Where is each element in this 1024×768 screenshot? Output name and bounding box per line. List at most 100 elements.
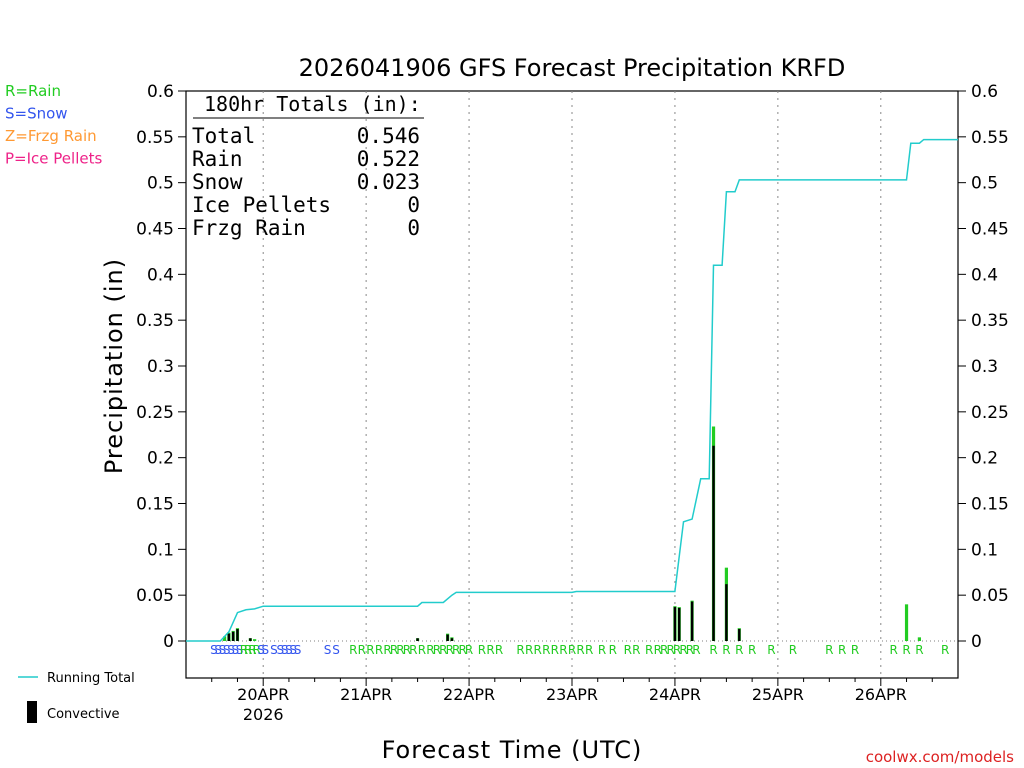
ptype-label: R [568, 643, 576, 657]
credit-link[interactable]: coolwx.com/models [866, 748, 1014, 766]
ptype-label: R [686, 643, 694, 657]
y-tick-label-right: 0.15 [971, 495, 1009, 515]
x-tick-label: 21APR [340, 685, 392, 704]
totals-box: 180hr Totals (in): Total 0.546 Rain 0.522 Sn… [192, 92, 424, 240]
ptype-label: S [257, 643, 265, 657]
convective-bar [416, 638, 419, 641]
ptype-label: S [227, 643, 235, 657]
ptype-label: R [383, 643, 391, 657]
ptype-label: R [244, 643, 252, 657]
precip-bar [904, 604, 909, 641]
convective-bar [673, 607, 677, 641]
y-tick-label-left: 0.05 [136, 586, 174, 606]
ptype-label: R [709, 643, 717, 657]
ptype-label: R [838, 643, 846, 657]
totals-row-value: 0.522 [357, 147, 420, 171]
y-tick-label-left: 0.2 [147, 449, 174, 469]
precip-bar [917, 637, 921, 641]
ptype-label: S [236, 643, 244, 657]
ptype-label: R [673, 643, 681, 657]
ptype-label: R [248, 643, 256, 657]
totals-row-value: 0 [407, 193, 420, 217]
y-tick-label-right: 0.3 [971, 357, 998, 377]
y-tick-label-right: 0.5 [971, 174, 998, 194]
y-tick-label-left: 0.3 [147, 357, 174, 377]
y-tick-label-left: 0.5 [147, 174, 174, 194]
ptype-label: R [624, 643, 632, 657]
ptype-label: R [692, 643, 700, 657]
convective-bar [725, 584, 728, 641]
ptype-label: R [660, 643, 668, 657]
ptype-label: R [409, 643, 417, 657]
precip-type-legend-item: Z=Frzg Rain [5, 127, 97, 145]
ptype-label: R [559, 643, 567, 657]
y-axis-label: Precipitation (in) [100, 258, 128, 474]
ptype-label: S [285, 643, 293, 657]
y-tick-label-left: 0.4 [147, 265, 174, 285]
x-axis-label: Forecast Time (UTC) [382, 736, 643, 764]
y-tick-label-right: 0.1 [971, 540, 998, 560]
y-tick-label-right: 0 [971, 632, 982, 652]
legend-convective-swatch [27, 701, 37, 723]
ptype-label: R [349, 643, 357, 657]
y-tick-label-left: 0.25 [136, 403, 174, 423]
x-tick-sublabel: 2026 [243, 705, 284, 724]
y-tick-label-left: 0.6 [147, 82, 174, 102]
y-axis-left: 0 0.05 0.1 0.15 0.2 0.25 0.3 0.35 0.4 0.45 0.5 0.55… [136, 82, 186, 652]
totals-row-label: Frzg Rain [192, 216, 306, 240]
ptype-label: R [941, 643, 949, 657]
ptype-label: R [516, 643, 524, 657]
precip-bar [253, 639, 257, 641]
y-axis-right: 0 0.05 0.1 0.15 0.2 0.25 0.3 0.35 0.4 0.45 0.5 0.55… [958, 82, 1009, 652]
convective-bar [712, 445, 715, 641]
ptype-label: R [426, 643, 434, 657]
ptype-label: S [289, 643, 297, 657]
ptype-label: R [486, 643, 494, 657]
ptype-label: S [277, 643, 285, 657]
y-tick-label-left: 0.1 [147, 540, 174, 560]
ptype-label: R [789, 643, 797, 657]
ptype-label: R [542, 643, 550, 657]
ptype-label: R [465, 643, 473, 657]
ptype-label: S [219, 643, 227, 657]
ptype-label: R [551, 643, 559, 657]
ptype-label: R [722, 643, 730, 657]
ptype-label: R [403, 643, 411, 657]
ptype-label: R [632, 643, 640, 657]
ptype-label: R [825, 643, 833, 657]
series-legend-label: Running Total [47, 671, 135, 686]
series-legend-label: Convective [47, 707, 120, 722]
ptype-label: R [358, 643, 366, 657]
x-tick-label: 25APR [752, 685, 804, 704]
convective-bar [738, 629, 741, 641]
totals-heading: 180hr Totals (in): [204, 92, 421, 116]
ptype-label: R [654, 643, 662, 657]
totals-row-value: 0 [407, 216, 420, 240]
ptype-label: R [851, 643, 859, 657]
ptype-label: R [645, 643, 653, 657]
ptype-label: S [210, 643, 218, 657]
running-total-series [186, 138, 958, 642]
convective-bar [450, 638, 454, 641]
precip-bar [223, 636, 227, 641]
precip-type-legend-item: P=Ice Pellets [5, 150, 102, 168]
convective-bar [249, 638, 252, 641]
ptype-label: S [332, 643, 340, 657]
convective-bar [236, 629, 239, 641]
convective-bar [446, 634, 449, 641]
convective-bar [227, 633, 231, 641]
y-tick-label-right: 0.4 [971, 265, 998, 285]
ptype-label: S [232, 643, 240, 657]
x-tick-label: 23APR [546, 685, 598, 704]
ptype-label: R [525, 643, 533, 657]
ptype-label: R [609, 643, 617, 657]
ptype-label: S [294, 643, 302, 657]
ptype-label: R [915, 643, 923, 657]
ptype-label: S [223, 643, 231, 657]
y-tick-label-left: 0.35 [136, 311, 174, 331]
ptype-label: R [495, 643, 503, 657]
precip-type-legend-item: R=Rain [5, 82, 61, 100]
